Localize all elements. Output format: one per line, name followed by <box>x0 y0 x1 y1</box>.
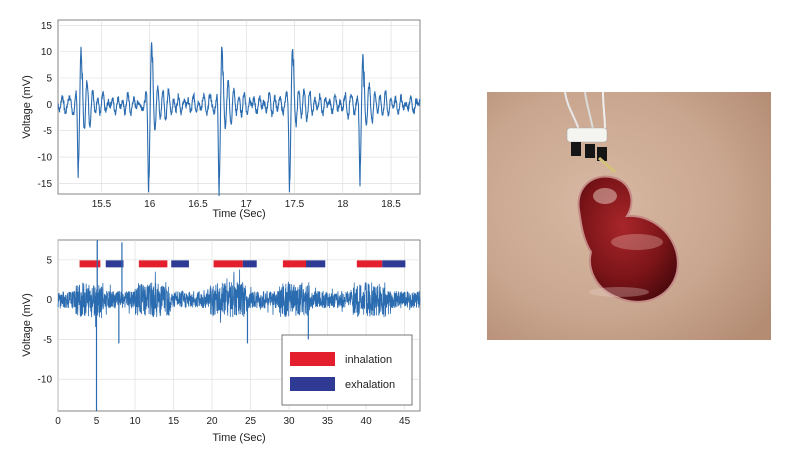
y-tick-label: 15 <box>41 21 53 32</box>
legend: inhalation exhalation <box>281 334 413 406</box>
y-tick-label: -5 <box>43 335 52 346</box>
top-grid <box>58 20 420 194</box>
x-tick-label: 45 <box>399 416 411 427</box>
x-tick-label: 17 <box>241 199 253 210</box>
top-ecg-series <box>57 42 421 196</box>
inhalation-bar <box>138 260 168 268</box>
exhalation-bar <box>171 260 189 268</box>
inhalation-bar <box>79 260 101 268</box>
sensor-photo-drawing <box>487 92 771 340</box>
breathing-phase-bars <box>79 260 406 268</box>
wire <box>602 92 606 131</box>
sensor-highlight <box>593 188 617 204</box>
x-tick-label: 18.5 <box>381 199 401 210</box>
y-tick-label: -5 <box>43 126 52 137</box>
bottom-y-axis-label: Voltage (mV) <box>21 293 33 357</box>
x-tick-label: 30 <box>284 416 296 427</box>
legend-box <box>281 334 413 406</box>
x-tick-label: 16 <box>144 199 156 210</box>
legend-label-inhalation: inhalation <box>345 354 392 366</box>
y-tick-label: 5 <box>46 74 52 85</box>
lead <box>598 156 616 174</box>
legend-swatch-inhalation <box>290 352 335 366</box>
sensor-body <box>577 175 679 303</box>
exhalation-bar <box>242 260 257 268</box>
black-clip <box>597 147 607 161</box>
inhalation-bar <box>282 260 307 268</box>
y-tick-label: 5 <box>46 255 52 266</box>
x-tick-label: 17.5 <box>285 199 305 210</box>
top-ticks: 15.5 16 16.5 17 17.5 18 18.5 15 10 5 0 -5 -10 -15 <box>38 21 402 210</box>
wire <box>564 92 580 131</box>
x-tick-label: 0 <box>55 416 61 427</box>
x-tick-label: 25 <box>245 416 257 427</box>
inhalation-bar <box>213 260 243 268</box>
x-tick-label: 15 <box>168 416 180 427</box>
wire <box>584 92 594 131</box>
y-tick-label: -15 <box>38 179 53 190</box>
top-plot-frame <box>57 19 421 195</box>
y-tick-label: -10 <box>38 375 53 386</box>
x-tick-label: 10 <box>129 416 141 427</box>
x-tick-label: 16.5 <box>188 199 208 210</box>
legend-swatch-exhalation <box>290 377 335 391</box>
x-tick-label: 20 <box>206 416 218 427</box>
y-tick-label: 0 <box>46 295 52 306</box>
exhalation-bar <box>306 260 326 268</box>
x-tick-label: 18 <box>337 199 349 210</box>
y-tick-label: -10 <box>38 153 53 164</box>
x-tick-label: 5 <box>94 416 100 427</box>
top-x-axis-label: Time (Sec) <box>212 208 265 220</box>
sensor-highlight <box>611 234 663 250</box>
x-tick-label: 40 <box>361 416 373 427</box>
exhalation-bar <box>105 260 124 268</box>
black-clip <box>585 144 595 158</box>
exhalation-bar <box>382 260 406 268</box>
x-tick-label: 15.5 <box>92 199 112 210</box>
top-y-axis-label: Voltage (mV) <box>21 75 33 139</box>
skin-patch-sensor-photo <box>487 92 771 340</box>
bottom-x-axis-label: Time (Sec) <box>212 432 265 444</box>
inhalation-bar <box>356 260 383 268</box>
white-connector <box>566 127 608 143</box>
black-clip <box>571 142 581 156</box>
bottom-signal-series <box>57 269 421 328</box>
ecg-panel-top: 15.5 16 16.5 17 17.5 18 18.5 15 10 5 0 -5 -10 -15 Tim… <box>21 19 421 220</box>
y-tick-label: 10 <box>41 47 53 58</box>
legend-label-exhalation: exhalation <box>345 379 395 391</box>
x-tick-label: 35 <box>322 416 334 427</box>
y-tick-label: 0 <box>46 100 52 111</box>
sensor-reflection <box>589 287 649 297</box>
